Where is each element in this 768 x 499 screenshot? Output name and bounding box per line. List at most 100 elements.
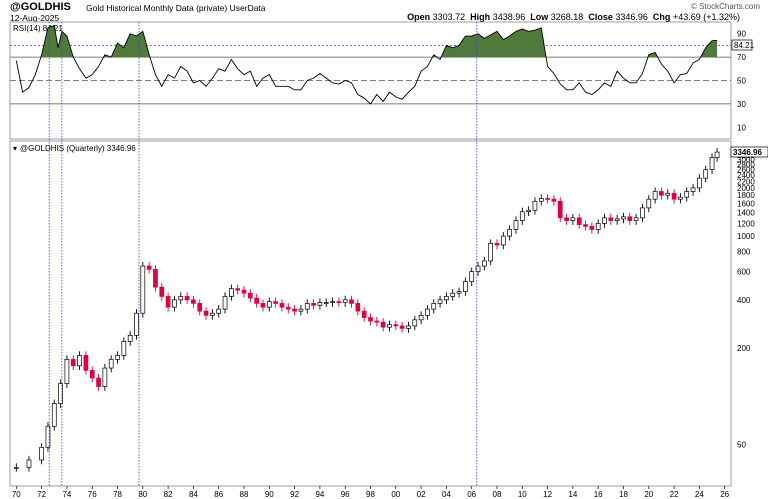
price-bar-body: [203, 310, 209, 316]
price-bar-body: [557, 200, 563, 219]
price-bar-body: [51, 403, 57, 427]
price-bar-body: [26, 459, 32, 468]
price-bar-body: [488, 243, 494, 262]
price-bar-body: [102, 367, 108, 387]
price-bar-body: [583, 224, 588, 227]
x-tick-label: 86: [214, 490, 223, 499]
rsi-overbought-fill: [647, 52, 658, 58]
price-bar-body: [292, 308, 297, 312]
price-bar-body: [342, 299, 348, 303]
price-bar-body: [83, 355, 89, 371]
x-tick-label: 18: [619, 490, 628, 499]
price-bar-body: [266, 301, 272, 308]
price-bar-body: [633, 217, 639, 221]
chart-subtitle: Gold Historical Monthly Data (private) U…: [86, 3, 266, 13]
price-bar-body: [659, 191, 664, 196]
price-bar-body: [570, 217, 576, 221]
price-bar-body: [247, 292, 253, 299]
symbol-title: @GOLDHIS: [10, 1, 71, 13]
x-tick-label: 22: [670, 490, 679, 499]
price-bar-body: [77, 355, 82, 367]
price-bar-body: [450, 292, 456, 297]
price-bar-body: [507, 229, 512, 237]
price-bar-body: [602, 217, 607, 224]
price-bar-body: [235, 288, 241, 291]
price-bar-body: [475, 265, 481, 272]
price-bar-body: [222, 296, 228, 310]
price-tick-label: 400: [737, 296, 751, 305]
x-tick-label: 70: [12, 490, 21, 499]
x-tick-label: 24: [695, 490, 704, 499]
x-tick-label: 00: [391, 490, 400, 499]
price-bar-body: [463, 281, 468, 292]
x-tick-label: 90: [265, 490, 274, 499]
price-bar-body: [380, 321, 386, 328]
price-bar-body: [652, 191, 658, 200]
price-bar-body: [684, 191, 690, 198]
price-panel-label: @GOLDHIS (Quarterly) 3346.96: [20, 144, 136, 153]
price-bar-body: [697, 177, 702, 189]
price-bar-body: [241, 289, 247, 294]
price-bar-body: [595, 223, 601, 230]
rsi-tick-label: 90: [737, 30, 746, 39]
last-price-tag-box: [730, 146, 768, 158]
last-price-tag: 3346.96: [733, 148, 762, 157]
price-bar-body: [374, 320, 380, 323]
rsi-tick-label: 10: [737, 123, 746, 132]
x-tick-label: 82: [164, 490, 173, 499]
x-tick-label: 78: [113, 490, 122, 499]
price-tick-label: 1800: [737, 191, 755, 200]
price-bar-body: [216, 308, 222, 314]
rsi-panel-label: RSI(14) 84.21: [13, 24, 63, 33]
price-bar-body: [494, 243, 500, 246]
close-label: Close: [588, 12, 613, 22]
rsi-series: [15, 24, 718, 105]
price-bar-body: [368, 317, 373, 322]
high-value: 3438.96: [492, 12, 526, 22]
userdata-label: UserData: [229, 3, 266, 13]
price-bar-body: [469, 271, 475, 282]
price-bar-body: [260, 303, 266, 308]
x-tick-label: 84: [189, 490, 198, 499]
price-bar-body: [165, 296, 171, 308]
x-tick-label: 08: [493, 490, 502, 499]
price-bar-body: [640, 207, 645, 219]
x-tick-label: 16: [594, 490, 603, 499]
price-bar-body: [45, 425, 51, 448]
price-bar-body: [456, 291, 462, 294]
x-tick-label: 14: [568, 490, 577, 499]
price-bar-body: [538, 198, 544, 202]
price-bar-body: [399, 325, 405, 329]
x-tick-label: 10: [518, 490, 527, 499]
price-bar-body: [614, 218, 620, 221]
price-bar-body: [159, 286, 165, 297]
price-tick-label: 2400: [737, 171, 755, 180]
price-bar-body: [184, 296, 190, 301]
price-bar-body: [115, 355, 120, 360]
price-bar-body: [481, 260, 487, 267]
high-label: High: [470, 12, 491, 22]
price-bar-body: [714, 151, 720, 158]
price-bar-body: [58, 383, 63, 404]
x-tick-label: 96: [341, 490, 350, 499]
price-bars: [13, 148, 720, 472]
x-tick-label: 92: [290, 490, 299, 499]
x-tick-label: 02: [417, 490, 426, 499]
x-tick-label: 26: [720, 490, 729, 499]
price-tick-label: 600: [737, 268, 751, 277]
price-bar-body: [121, 341, 127, 356]
price-tick-label: 1600: [737, 199, 755, 208]
price-bar-body: [70, 358, 76, 367]
x-tick-label: 72: [37, 490, 46, 499]
price-bar-body: [621, 216, 626, 220]
chart-date: 12-Aug-2025: [10, 13, 60, 23]
price-bar-body: [437, 299, 443, 304]
price-bar-body: [298, 308, 304, 312]
price-axis: 50 200 400 600 800 1000 1200140016001800200022…: [737, 151, 755, 449]
price-bar-body: [418, 315, 424, 321]
price-panel-marker: ▾: [13, 144, 17, 153]
price-panel-frame: [9, 140, 732, 487]
price-bar-body: [412, 319, 418, 327]
open-value: 3303.72: [432, 12, 466, 22]
price-bar-body: [665, 192, 671, 196]
